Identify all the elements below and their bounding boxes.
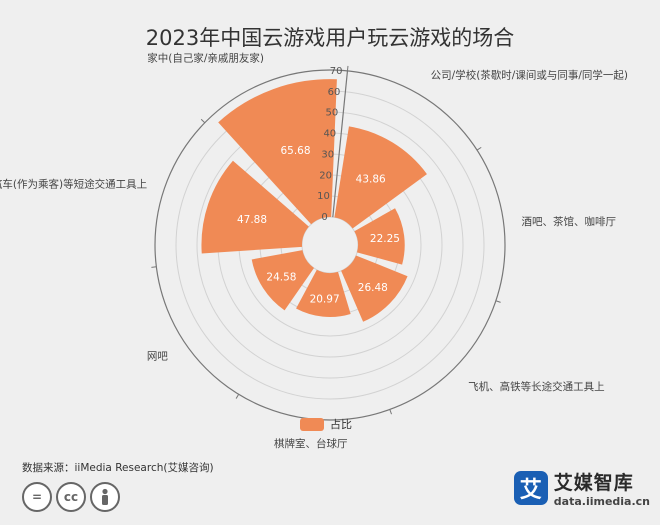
polar-bar bbox=[341, 255, 408, 322]
polar-tick bbox=[200, 118, 206, 124]
legend-swatch bbox=[300, 417, 324, 431]
grid-ring bbox=[301, 216, 359, 274]
equals-icon: = bbox=[22, 482, 52, 512]
polar-tick bbox=[235, 394, 240, 399]
polar-tick bbox=[495, 300, 501, 303]
category-label: 家中(自己家/亲戚朋友家) bbox=[147, 52, 264, 65]
legend-label: 占比 bbox=[330, 418, 352, 431]
polar-tick bbox=[151, 266, 157, 268]
radial-tick-label: 60 bbox=[328, 87, 341, 98]
brand-name: 艾媒智库 bbox=[553, 472, 634, 494]
polar-bar bbox=[334, 126, 427, 229]
polar-tick bbox=[476, 146, 482, 151]
bar-value-label: 47.88 bbox=[237, 214, 267, 226]
radial-tick-label: 40 bbox=[323, 129, 336, 140]
chart-title: 2023年中国云游戏用户玩云游戏的场合 bbox=[145, 26, 515, 50]
brand-url: data.iimedia.cn bbox=[553, 495, 650, 508]
polar-bar bbox=[251, 250, 315, 311]
category-label: 飞机、高铁等长途交通工具上 bbox=[468, 380, 605, 393]
polar-bar bbox=[201, 160, 309, 254]
bar-value-label: 26.48 bbox=[358, 282, 388, 294]
license-badges: = cc bbox=[22, 482, 120, 512]
radial-tick-label: 10 bbox=[317, 191, 330, 202]
bar-value-label: 22.25 bbox=[370, 233, 400, 245]
radial-tick-label: 20 bbox=[319, 170, 332, 181]
brand-logo: 艾 bbox=[513, 471, 548, 505]
radial-tick-label: 50 bbox=[326, 108, 339, 119]
category-label: 棋牌室、台球厅 bbox=[274, 437, 348, 450]
bar-value-label: 20.97 bbox=[310, 294, 340, 306]
category-label: 公司/学校(茶歇时/课间或与同事/同学一起) bbox=[431, 68, 628, 81]
legend[interactable]: 占比 bbox=[300, 416, 352, 432]
cc-icon: cc bbox=[56, 482, 86, 512]
radial-tick-label: 0 bbox=[321, 212, 327, 223]
polar-bar bbox=[218, 79, 337, 225]
category-label: 公交车、汽车(作为乘客)等短途交通工具上 bbox=[0, 177, 147, 190]
polar-tick bbox=[389, 409, 392, 415]
bar-value-label: 24.58 bbox=[266, 271, 296, 283]
data-source: 数据来源：iiMedia Research(艾媒咨询) bbox=[22, 462, 214, 474]
radial-tick-label: 70 bbox=[330, 66, 343, 77]
radial-tick-label: 30 bbox=[321, 149, 334, 160]
brand: 艾 艾媒智库 data.iimedia.cn bbox=[513, 468, 650, 508]
category-label: 网吧 bbox=[147, 351, 168, 363]
polar-bar bbox=[296, 269, 351, 318]
polar-bar bbox=[354, 208, 405, 265]
person-icon bbox=[90, 482, 120, 512]
bar-value-label: 65.68 bbox=[280, 145, 310, 157]
bar-value-label: 43.86 bbox=[356, 173, 386, 185]
category-label: 酒吧、茶馆、咖啡厅 bbox=[522, 215, 617, 228]
radial-axis bbox=[332, 70, 349, 218]
polar-outer-ring bbox=[154, 69, 506, 421]
